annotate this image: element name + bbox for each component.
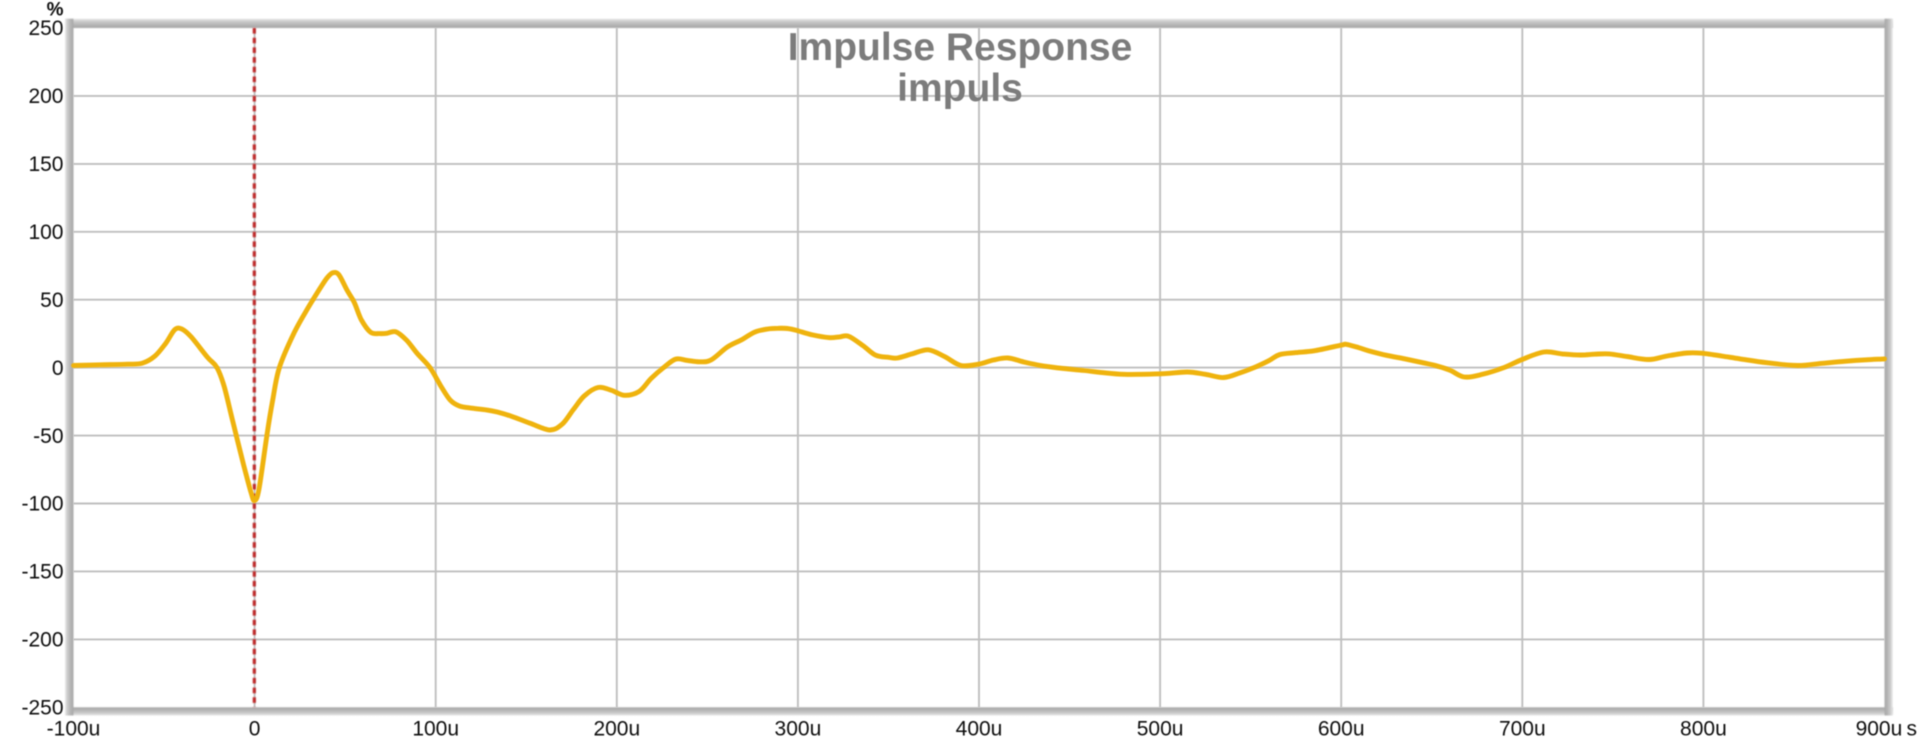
svg-text:700u: 700u bbox=[1499, 718, 1546, 741]
svg-text:400u: 400u bbox=[956, 718, 1003, 741]
svg-text:250: 250 bbox=[28, 17, 63, 40]
svg-text:-200: -200 bbox=[21, 629, 63, 652]
svg-text:-250: -250 bbox=[21, 697, 63, 720]
svg-text:100u: 100u bbox=[412, 718, 459, 741]
svg-text:Impulse Response: Impulse Response bbox=[788, 26, 1133, 69]
svg-text:500u: 500u bbox=[1137, 718, 1184, 741]
svg-text:150: 150 bbox=[28, 153, 63, 176]
svg-text:%: % bbox=[47, 0, 64, 21]
svg-text:50: 50 bbox=[40, 289, 63, 312]
svg-text:impuls: impuls bbox=[897, 67, 1023, 110]
svg-text:-50: -50 bbox=[33, 425, 63, 448]
svg-text:100: 100 bbox=[28, 221, 63, 244]
svg-text:-100: -100 bbox=[21, 493, 63, 516]
svg-text:900u s: 900u s bbox=[1856, 718, 1917, 741]
svg-text:200u: 200u bbox=[593, 718, 640, 741]
svg-text:800u: 800u bbox=[1680, 718, 1727, 741]
svg-text:-100u: -100u bbox=[47, 718, 101, 741]
svg-text:0: 0 bbox=[249, 718, 261, 741]
svg-text:200: 200 bbox=[28, 85, 63, 108]
svg-text:600u: 600u bbox=[1318, 718, 1365, 741]
svg-text:-150: -150 bbox=[21, 561, 63, 584]
svg-text:300u: 300u bbox=[775, 718, 822, 741]
svg-text:0: 0 bbox=[52, 357, 64, 380]
